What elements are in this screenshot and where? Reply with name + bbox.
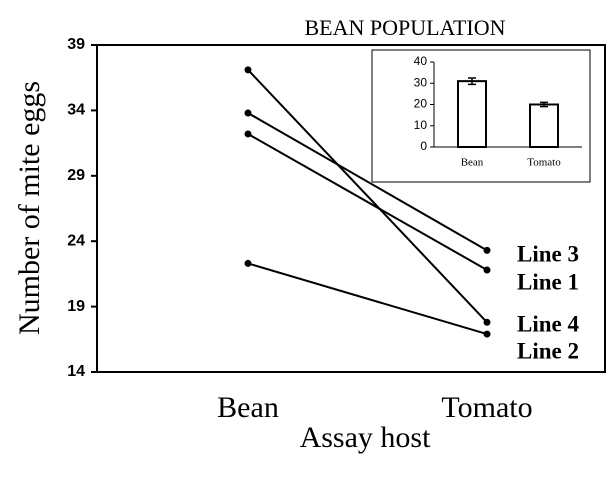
inset-bar — [457, 80, 487, 148]
inset-y-tick-label: 40 — [414, 54, 428, 68]
plot-frame — [96, 44, 606, 373]
series-line — [247, 262, 488, 336]
y-tick-label: 39 — [67, 36, 85, 53]
inset-y-tick-label: 0 — [420, 139, 427, 153]
inset-bar — [529, 103, 559, 148]
series-line — [247, 133, 488, 271]
x-axis-label: Assay host — [300, 421, 432, 454]
y-tick-label: 19 — [67, 298, 85, 315]
y-tick-label: 24 — [67, 232, 85, 249]
series-label: Line 3 — [517, 241, 579, 266]
series-line — [247, 69, 488, 323]
y-tick-label: 29 — [67, 167, 85, 184]
series-label: Line 4 — [517, 311, 579, 336]
series-label: Line 1 — [517, 269, 579, 294]
inset-x-tick-label: Bean — [461, 157, 484, 169]
point — [244, 130, 252, 138]
point — [483, 318, 491, 326]
y-tick-label: 34 — [67, 102, 85, 119]
inset-y-tick-label: 20 — [414, 97, 428, 111]
x-tick-label: Tomato — [441, 391, 532, 424]
point — [483, 246, 491, 254]
series-label: Line 2 — [517, 338, 579, 363]
y-axis-label: Number of mite eggs — [13, 81, 46, 335]
series-line — [247, 112, 488, 252]
inset-y-tick-label: 30 — [414, 75, 428, 89]
y-tick-label: 14 — [67, 363, 85, 380]
point — [244, 109, 252, 117]
error-bar — [540, 101, 548, 108]
inset-x-tick-label: Tomato — [527, 157, 561, 169]
inset-y-tick-label: 10 — [414, 118, 428, 132]
point — [483, 266, 491, 274]
chart-title: BEAN POPULATION — [304, 15, 505, 40]
point — [244, 66, 252, 74]
x-tick-label: Bean — [217, 391, 279, 424]
point — [244, 259, 252, 267]
error-bar — [468, 77, 476, 86]
point — [483, 330, 491, 338]
